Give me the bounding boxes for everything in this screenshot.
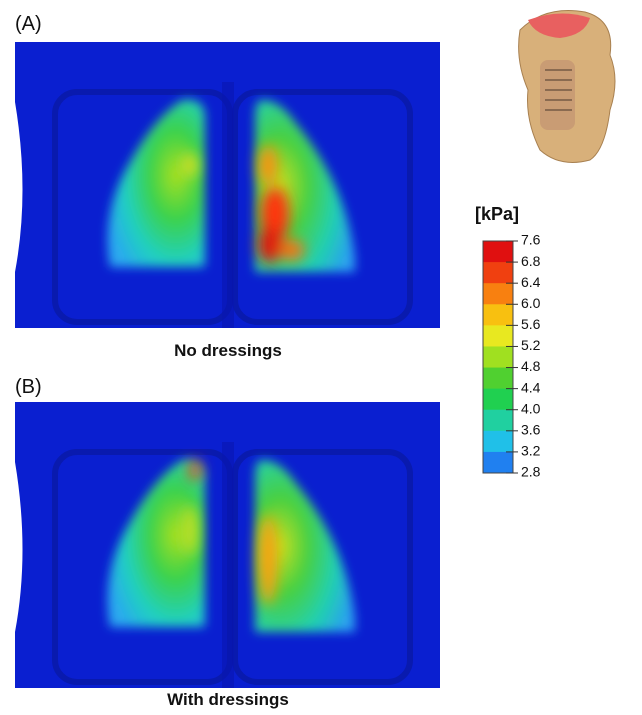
colorbar-tick-label: 3.6 bbox=[521, 422, 541, 438]
colorbar-band bbox=[483, 431, 513, 453]
colorbar-tick-label: 3.2 bbox=[521, 443, 541, 459]
colorbar-band bbox=[483, 304, 513, 326]
colorbar-tick-label: 2.8 bbox=[521, 464, 541, 480]
colorbar-tick-label: 6.8 bbox=[521, 253, 541, 269]
colorbar-band bbox=[483, 262, 513, 284]
panel-label: (B) bbox=[15, 376, 42, 398]
colorbar-band bbox=[483, 241, 513, 263]
colorbar-tick-label: 6.4 bbox=[521, 274, 541, 290]
colorbar-tick-label: 6.0 bbox=[521, 295, 541, 311]
panel-caption: With dressings bbox=[167, 690, 289, 709]
colorbar-tick-label: 7.6 bbox=[521, 232, 541, 248]
colorbar: 7.6 6.8 6.4 6.0 5.6 5.2 4.8 4.4 4.0 3.6 3.2 2.8 bbox=[483, 232, 541, 480]
colorbar-band bbox=[483, 283, 513, 305]
colorbar-tick-label: 5.2 bbox=[521, 337, 541, 353]
colorbar-title: [kPa] bbox=[475, 204, 519, 224]
panel-caption: No dressings bbox=[174, 341, 282, 360]
colorbar-band bbox=[483, 389, 513, 411]
colorbar-band bbox=[483, 368, 513, 390]
colorbar-tick-label: 4.8 bbox=[521, 358, 541, 374]
colorbar-tick-label: 4.0 bbox=[521, 400, 541, 416]
colorbar-band bbox=[483, 346, 513, 368]
torso-model bbox=[519, 10, 615, 162]
colorbar-tick-label: 5.6 bbox=[521, 316, 541, 332]
colorbar-tick-label: 4.4 bbox=[521, 379, 541, 395]
colorbar-band bbox=[483, 325, 513, 347]
figure: (A) No dressings (B) With dressings [kPa… bbox=[0, 0, 642, 710]
colorbar-band bbox=[483, 410, 513, 432]
colorbar-band bbox=[483, 452, 513, 474]
panel-label: (A) bbox=[15, 13, 42, 35]
